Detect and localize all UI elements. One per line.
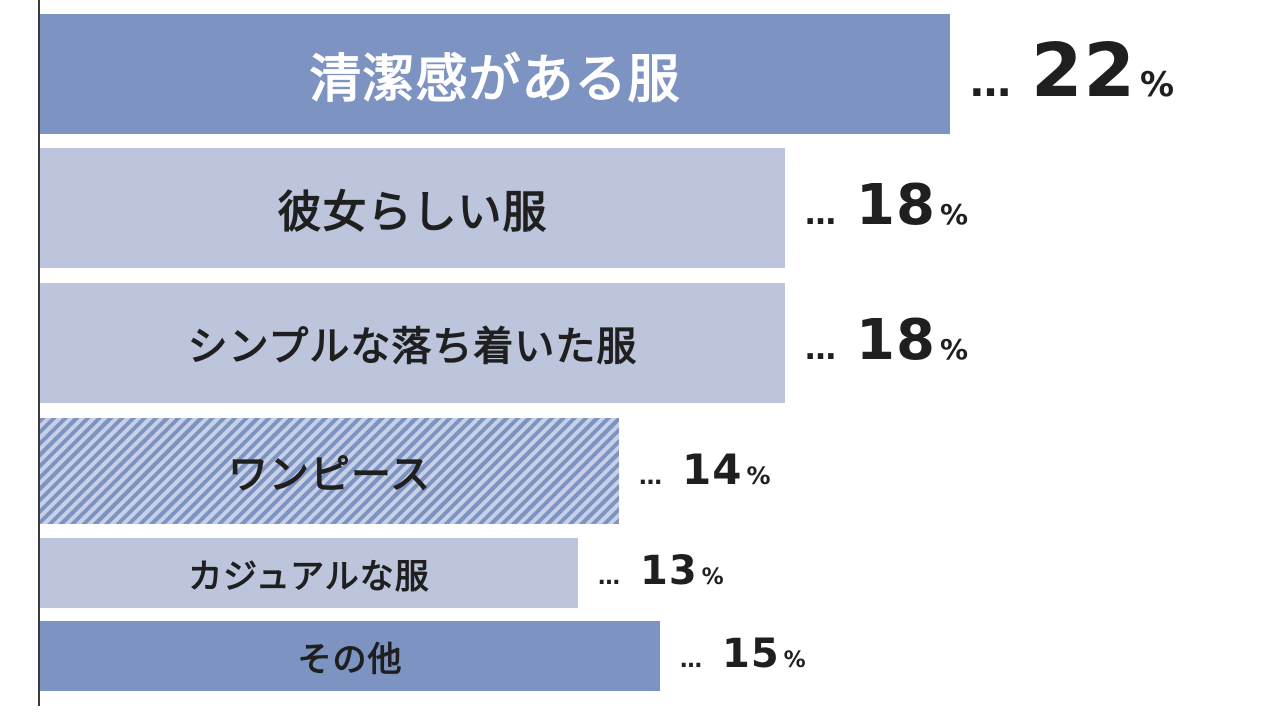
value-number: 15 bbox=[722, 631, 780, 678]
separator-dots: … bbox=[805, 196, 838, 233]
value-number: 22 bbox=[1031, 28, 1136, 115]
value-number: 18 bbox=[856, 173, 936, 239]
bar: 清潔感がある服 bbox=[40, 14, 950, 134]
value-label: … 22% bbox=[970, 28, 1174, 114]
value-unit: % bbox=[701, 565, 724, 591]
category-label: 彼女らしい服 bbox=[277, 187, 548, 238]
value-unit: % bbox=[746, 461, 771, 490]
category-label: ワンピース bbox=[228, 452, 431, 498]
value-label: … 18% bbox=[805, 173, 968, 238]
bar: その他 bbox=[40, 621, 660, 691]
category-label: 清潔感がある服 bbox=[309, 49, 681, 110]
y-axis-line bbox=[38, 0, 40, 706]
bar: 彼女らしい服 bbox=[40, 148, 785, 268]
bar: ワンピース bbox=[40, 418, 619, 524]
value-number: 14 bbox=[682, 444, 743, 494]
separator-dots: … bbox=[598, 565, 622, 591]
separator-dots: … bbox=[680, 648, 704, 674]
bar: カジュアルな服 bbox=[40, 538, 578, 608]
value-unit: % bbox=[783, 648, 806, 674]
separator-dots: … bbox=[970, 58, 1013, 107]
category-label: カジュアルな服 bbox=[188, 556, 430, 597]
separator-dots: … bbox=[805, 331, 838, 368]
value-label: … 15% bbox=[680, 631, 806, 677]
category-label: シンプルな落ち着いた服 bbox=[187, 324, 638, 370]
value-number: 13 bbox=[640, 548, 698, 595]
value-label: … 13% bbox=[598, 548, 724, 594]
separator-dots: … bbox=[639, 463, 664, 490]
bar: シンプルな落ち着いた服 bbox=[40, 283, 785, 403]
value-label: … 14% bbox=[639, 445, 771, 494]
category-label: その他 bbox=[297, 639, 403, 680]
value-unit: % bbox=[939, 198, 968, 232]
value-label: … 18% bbox=[805, 308, 968, 373]
value-unit: % bbox=[1139, 65, 1175, 106]
value-number: 18 bbox=[856, 308, 936, 374]
value-unit: % bbox=[939, 333, 968, 367]
